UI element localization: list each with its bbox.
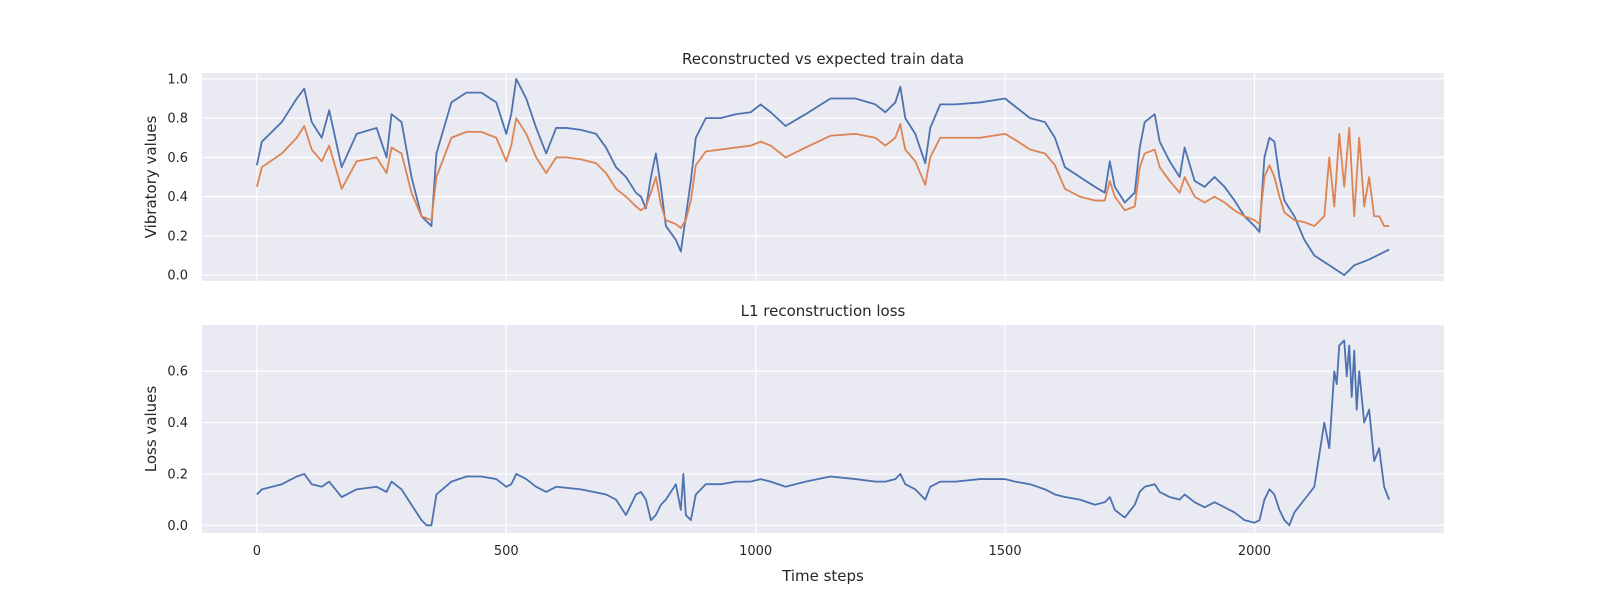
top-axes: 0.0 0.2 0.4 0.6 0.8 1.0 Reconstructed vs expe… bbox=[142, 50, 1444, 284]
bottom-chart-title: L1 reconstruction loss bbox=[741, 302, 906, 320]
top-y-tick-label: 0.2 bbox=[167, 229, 188, 244]
top-series-line-1 bbox=[255, 77, 1390, 277]
bottom-series-lines bbox=[256, 339, 1390, 527]
bottom-y-axis-label: Loss values bbox=[142, 386, 160, 473]
top-y-tick-label: 0.0 bbox=[167, 269, 188, 284]
top-y-tick-label: 0.8 bbox=[167, 112, 188, 127]
bottom-y-tick-label: 0.2 bbox=[167, 467, 188, 482]
top-y-tick-label: 1.0 bbox=[167, 72, 188, 87]
top-series-lines bbox=[255, 77, 1390, 277]
x-axis-label: Time steps bbox=[781, 567, 864, 585]
top-y-tick-label: 0.4 bbox=[167, 190, 188, 205]
top-y-axis-label: Vibratory values bbox=[142, 115, 160, 238]
bottom-series-line-1 bbox=[256, 339, 1390, 527]
x-tick-label: 1000 bbox=[739, 544, 772, 559]
top-y-tick-label: 0.6 bbox=[167, 151, 188, 166]
x-tick-label: 0 bbox=[253, 544, 261, 559]
bottom-y-tick-label: 0.4 bbox=[167, 416, 188, 431]
bottom-y-tick-label: 0.6 bbox=[167, 365, 188, 380]
top-plot-area bbox=[202, 73, 1444, 281]
bottom-grid bbox=[202, 325, 1444, 533]
bottom-axes: 0.0 0.2 0.4 0.6 0 500 1000 1500 2000 L1 reconst… bbox=[142, 302, 1444, 585]
x-tick-label: 1500 bbox=[989, 544, 1022, 559]
top-y-tick-labels: 0.0 0.2 0.4 0.6 0.8 1.0 bbox=[167, 72, 188, 283]
x-tick-label: 500 bbox=[494, 544, 519, 559]
top-chart-title: Reconstructed vs expected train data bbox=[682, 50, 964, 68]
bottom-plot-area bbox=[202, 325, 1444, 533]
x-tick-label: 2000 bbox=[1238, 544, 1271, 559]
bottom-x-tick-labels: 0 500 1000 1500 2000 bbox=[253, 544, 1271, 559]
bottom-y-tick-label: 0.0 bbox=[167, 519, 188, 534]
bottom-y-tick-labels: 0.0 0.2 0.4 0.6 bbox=[167, 365, 188, 534]
top-series-line-2 bbox=[255, 117, 1390, 229]
